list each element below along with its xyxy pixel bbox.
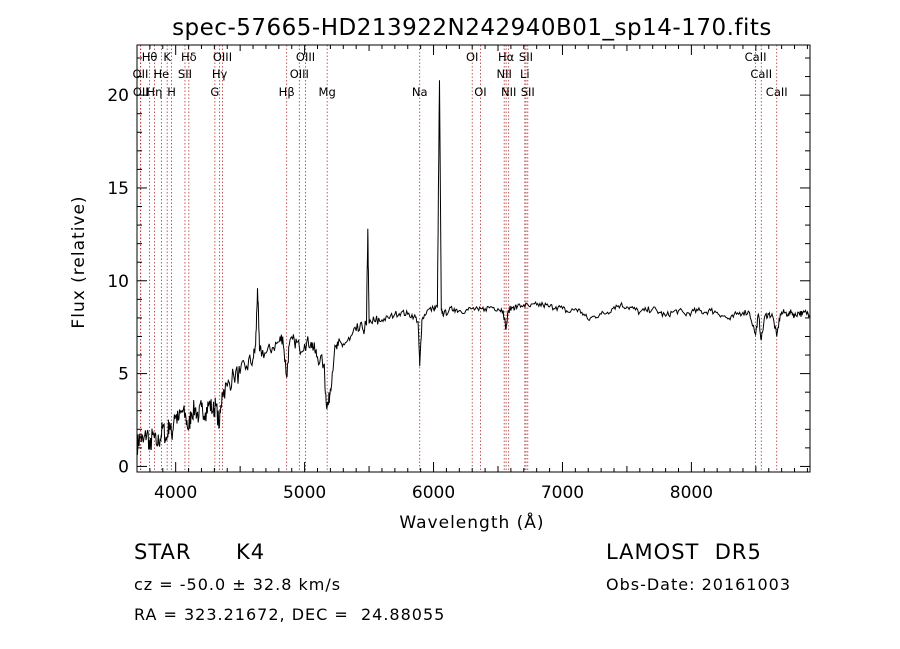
spectral-line-label: G [210,85,219,99]
object-class: STAR [134,540,192,564]
y-tick-label: 20 [107,86,129,106]
y-axis-label: Flux (relative) [69,195,89,328]
spectral-line-label: OII [133,67,149,81]
spectral-line-label: SII [521,85,535,99]
spectral-line-label: SII [178,67,192,81]
spectral-line-label: NII [496,67,511,81]
y-axis: 0 5 10 15 20 [107,57,810,477]
spectral-line-label: Hθ [142,50,158,64]
y-tick-label: 5 [118,365,129,385]
chart-title: spec-57665-HD213922N242940B01_sp14-170.f… [172,15,772,41]
coordinates: RA = 323.21672, DEC = 24.88055 [134,605,446,624]
spectral-line-labels: Hθ K Hδ OIII OIII Na OI Hα SII CaII OII He SII Hγ OIII… [133,50,788,99]
spectral-line-label: CaII [745,50,767,64]
survey-name: LAMOST DR5 [606,540,762,564]
spectral-line-label: OIII [213,50,232,64]
x-tick-label: 4000 [154,483,197,503]
spectral-line-markers [140,45,778,472]
spectral-line-label: Hγ [212,67,228,81]
spectral-line-label: Na [412,85,428,99]
spectral-line-label: SII [519,50,533,64]
spectral-line-label: OI [466,50,478,64]
spectral-line-label: Hβ [279,85,295,99]
x-axis-label: Wavelength (Å) [399,511,544,533]
spectrum-line [136,80,811,455]
y-tick-label: 0 [118,457,129,477]
x-tick-label: 8000 [670,483,713,503]
spectral-line-label: CaII [766,85,788,99]
y-tick-label: 10 [107,272,129,292]
observation-date: Obs-Date: 20161003 [606,575,792,594]
spectral-line-label: CaII [750,67,772,81]
redshift-value: cz = -50.0 ± 32.8 km/s [134,575,342,594]
spectral-line-label: Hα [498,50,515,64]
spectral-line-label: He [154,67,170,81]
spectral-line-label: OI [474,85,486,99]
x-axis: 4000 5000 6000 7000 8000 [149,45,808,503]
spectral-line-label: OIII [290,67,309,81]
spectral-line-label: Hη [146,85,162,99]
x-tick-label: 5000 [283,483,326,503]
y-tick-label: 15 [107,179,129,199]
x-tick-label: 6000 [412,483,455,503]
spectral-line-label: H [167,85,176,99]
subclass: K4 [236,540,266,564]
x-tick-label: 7000 [541,483,584,503]
spectral-line-label: NII [501,85,516,99]
spectral-line-label: Hδ [181,50,197,64]
spectral-line-label: OIII [296,50,315,64]
plot-frame [136,44,811,473]
spectral-line-label: K [163,50,171,64]
spectral-line-label: Li [520,67,530,81]
spectral-line-label: Mg [319,85,336,99]
